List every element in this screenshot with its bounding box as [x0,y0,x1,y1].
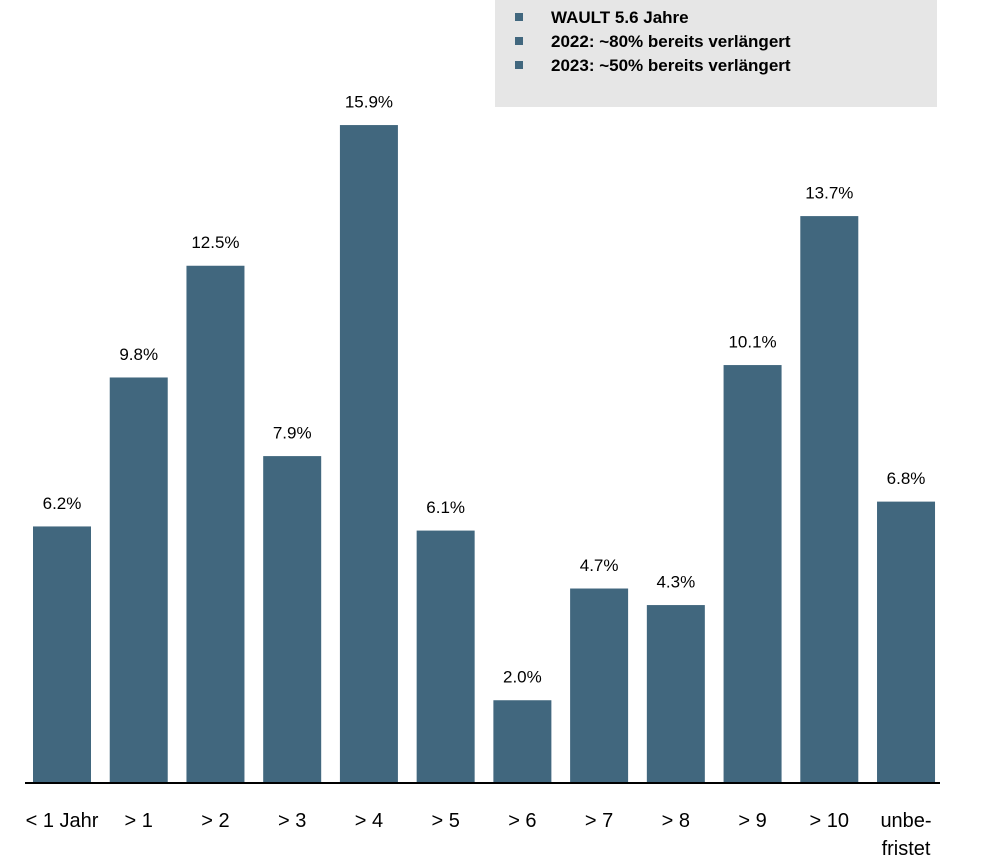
value-label: 12.5% [191,233,239,252]
value-label: 4.3% [656,573,695,592]
bar [800,216,859,783]
x-tick-label: > 6 [508,810,537,832]
note-item: 2022: ~80% bereits verlängert [515,32,935,52]
note-item: 2023: ~50% bereits verlängert [515,56,935,76]
notes-box: WAULT 5.6 Jahre 2022: ~80% bereits verlän… [495,0,937,107]
value-label: 10.1% [728,333,776,352]
value-label: 6.1% [426,498,465,517]
bullet [515,37,523,45]
value-label: 7.9% [273,424,312,443]
bar [570,588,629,783]
bar [646,605,705,783]
x-tick-label: > 4 [354,810,384,832]
x-tick-label: > 9 [738,810,767,832]
x-tick-label: > 10 [809,810,850,832]
x-tick-label: > 3 [278,810,307,832]
value-label: 6.2% [43,494,82,513]
value-label: 9.8% [119,345,158,364]
value-label: 13.7% [805,184,853,203]
bar [723,365,782,783]
x-tick-label: > 7 [584,810,614,832]
bullet [515,13,523,21]
note-text: 2022: ~80% bereits verlängert [551,32,791,51]
bar [263,456,322,783]
bar [877,501,936,783]
x-tick-label: > 1 [124,810,153,832]
bar [416,530,475,783]
bullet [515,61,523,69]
note-item: WAULT 5.6 Jahre [515,8,935,28]
bar [186,265,245,783]
value-label: 4.7% [580,556,619,575]
value-label: 6.8% [887,469,926,488]
x-tick-label: < 1 Jahr [25,810,99,832]
x-tick-label: > 5 [431,810,460,832]
x-tick-label: unbe- fristet [880,810,932,860]
note-text: 2023: ~50% bereits verlängert [551,56,791,75]
note-text: WAULT 5.6 Jahre [551,8,689,27]
bar [339,125,398,784]
x-tick-label: > 8 [661,810,690,832]
bar [109,377,168,783]
x-tick-label: > 2 [201,810,230,832]
value-label: 2.0% [503,668,542,687]
value-label: 15.9% [345,93,393,112]
bar [493,700,552,783]
bar [33,526,91,783]
